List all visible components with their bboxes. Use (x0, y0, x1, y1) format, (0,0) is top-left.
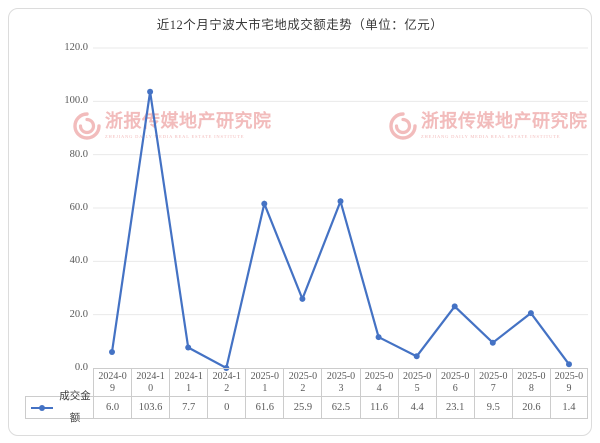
data-point-marker (566, 361, 572, 368)
line-series-path (110, 91, 570, 370)
x-axis-category-cell: 2025-08 (511, 368, 550, 396)
legend-series-label: 成交金额 (59, 390, 91, 424)
x-axis-category-cell: 2024-11 (169, 368, 208, 396)
series-value-cell: 103.6 (131, 396, 170, 419)
series-value-cell: 20.6 (511, 396, 550, 419)
data-point-marker (527, 310, 534, 317)
y-axis-tick-label: 0.0 (74, 362, 88, 373)
watermark-right: 浙报传媒地产研究院 ZHEJIANG DAILY MEDIA REAL ESTA… (388, 110, 588, 142)
watermark-subtext: ZHEJIANG DAILY MEDIA REAL ESTATE INSTITU… (421, 134, 561, 139)
x-axis-category-cell: 2024-09 (93, 368, 132, 396)
series-value-cell: 11.6 (359, 396, 398, 419)
y-axis-tick-label: 40.0 (69, 255, 88, 267)
series-value-cell: 0 (207, 396, 246, 419)
series-value-cell: 9.5 (473, 396, 512, 419)
series-value-cell: 7.7 (169, 396, 208, 419)
y-axis-tick-label: 60.0 (69, 202, 88, 213)
x-axis-category-label: 2025-05 (402, 371, 432, 394)
x-axis-category-label: 2025-04 (364, 371, 394, 394)
data-point-marker (489, 339, 496, 346)
watermark-subtext: ZHEJIANG DAILY MEDIA REAL ESTATE INSTITU… (105, 134, 245, 139)
series-value-cell: 1.4 (549, 396, 588, 419)
x-axis-category-label: 2025-07 (479, 371, 508, 394)
x-axis-category-cell: 2025-09 (549, 368, 588, 396)
watermark-logo-icon (389, 112, 417, 140)
series-value-cell: 62.5 (321, 396, 360, 419)
data-point-marker (337, 198, 344, 205)
legend-cell: 成交金额 (25, 391, 93, 424)
gridlines (93, 47, 588, 316)
legend-line-marker-icon (31, 403, 53, 413)
data-point-marker (299, 295, 306, 302)
x-axis-category-cell: 2025-07 (473, 368, 512, 396)
data-point-marker (261, 200, 268, 207)
chart-outer-border (8, 8, 592, 436)
data-point-marker (109, 349, 115, 355)
x-axis-category-cell: 2025-01 (245, 368, 284, 396)
y-axis-tick-label: 20.0 (69, 308, 88, 320)
x-axis-category-label: 2024-09 (98, 371, 127, 394)
data-point-marker (413, 353, 420, 360)
x-axis-category-cell: 2025-05 (397, 368, 436, 396)
y-axis-tick-label: 120.0 (64, 42, 88, 53)
data-point-marker (185, 344, 192, 351)
data-point-marker (375, 334, 382, 341)
y-axis-tick-label: 80.0 (69, 148, 88, 160)
x-axis-category-label: 2025-03 (326, 371, 356, 394)
x-axis-category-label: 2025-02 (288, 371, 318, 394)
x-axis-category-cell: 2024-12 (207, 368, 246, 396)
series-value-cell: 4.4 (397, 396, 436, 419)
chart-title: 近12个月宁波大市宅地成交额走势（单位：亿元） (156, 18, 444, 32)
x-axis-category-label: 2024-10 (136, 371, 165, 394)
x-axis-category-label: 2025-08 (517, 371, 546, 394)
x-axis-category-cell: 2025-03 (321, 368, 360, 396)
series-value-cell: 61.6 (245, 396, 284, 419)
series-line (109, 88, 572, 371)
x-axis-category-cell: 2025-04 (359, 368, 398, 396)
x-axis-category-label: 2024-11 (174, 371, 203, 394)
series-value-cell: 6.0 (93, 396, 132, 419)
x-axis-category-label: 2025-09 (554, 371, 584, 394)
x-axis-category-cell: 2025-06 (435, 368, 474, 396)
y-axis-tick-label: 100.0 (64, 95, 88, 107)
watermark-logo-icon (73, 112, 101, 140)
data-point-marker (147, 88, 154, 95)
data-point-marker (451, 303, 458, 310)
x-axis-category-label: 2025-06 (441, 371, 470, 394)
watermark-text: 浙报传媒地产研究院 (421, 111, 588, 131)
data-table: 2024-09 2024-10 2024-11 2024-12 2025-01 2025-… (25, 368, 588, 424)
series-value-cell: 25.9 (283, 396, 322, 419)
series-value-cell: 23.1 (435, 396, 474, 419)
x-axis-category-cell: 2025-02 (283, 368, 322, 396)
x-axis-category-label: 2024-12 (212, 371, 241, 394)
x-axis-category-label: 2025-01 (250, 371, 279, 394)
x-axis-category-cell: 2024-10 (131, 368, 170, 396)
